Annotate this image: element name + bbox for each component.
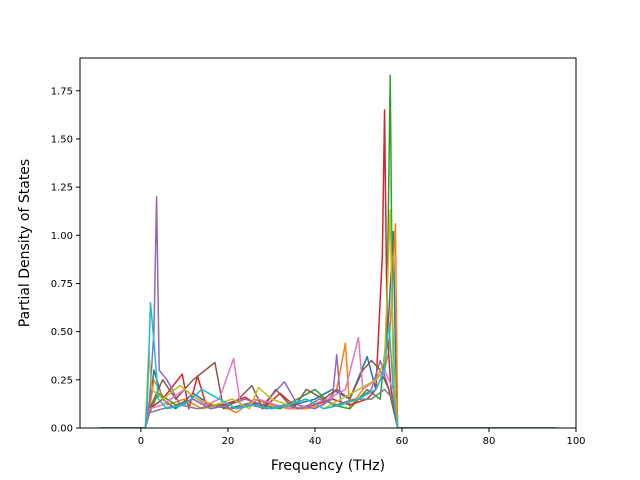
x-axis: 0 20 40 60 80 100 [138, 428, 586, 447]
series-line-5 [99, 196, 557, 428]
series-line-7 [99, 336, 557, 428]
x-axis-title: Frequency (THz) [271, 458, 385, 474]
series-line-4 [99, 109, 557, 428]
y-tick-label: 0.75 [51, 279, 73, 290]
series-line-3 [99, 74, 557, 428]
y-tick-label: 0.00 [51, 424, 73, 435]
y-tick-label: 1.50 [51, 134, 73, 145]
x-tick-label: 60 [396, 436, 409, 447]
y-tick-label: 1.75 [51, 86, 73, 97]
x-tick-label: 0 [138, 436, 144, 447]
y-tick-label: 1.25 [51, 183, 73, 194]
y-tick-label: 0.50 [51, 327, 73, 338]
series-line-9 [99, 209, 557, 428]
x-tick-label: 80 [483, 436, 496, 447]
y-tick-label: 0.25 [51, 375, 73, 386]
series-line-10 [99, 301, 557, 428]
series-layer [99, 74, 557, 428]
plot-frame [79, 57, 577, 429]
y-axis-title: Partial Density of States [17, 159, 33, 327]
x-tick-label: 100 [566, 436, 585, 447]
y-axis: 0.00 0.25 0.50 0.75 1.00 1.25 1.50 1.75 [51, 86, 80, 435]
x-tick-label: 40 [309, 436, 322, 447]
x-tick-label: 20 [222, 436, 235, 447]
y-tick-label: 1.00 [51, 231, 73, 242]
